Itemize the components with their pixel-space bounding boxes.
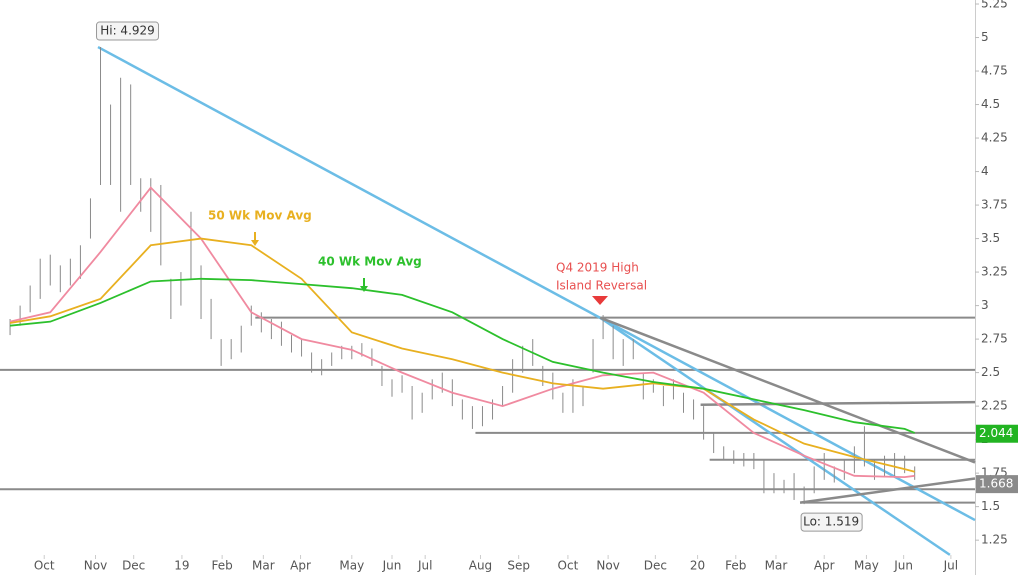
y-tick-label: 5.25 [981, 0, 1008, 11]
x-tick-label: Dec [122, 559, 145, 573]
hi-label-box [96, 21, 160, 41]
trend-line [97, 45, 976, 522]
trend-line [700, 400, 976, 407]
x-tick-label: Dec [644, 559, 667, 573]
trend-line [599, 316, 951, 556]
label-arrowhead [360, 286, 368, 292]
moving-average-line [9, 186, 915, 479]
price-tag: 1.668 [979, 477, 1013, 491]
x-tick-label: Sep [507, 559, 530, 573]
label-arrowhead [251, 240, 259, 246]
x-tick-label: Oct [34, 559, 55, 573]
y-tick-label: 1.5 [981, 499, 1000, 513]
x-tick-label: Feb [725, 559, 746, 573]
x-tick-label: Feb [212, 559, 233, 573]
x-tick-label: May [854, 559, 879, 573]
x-tick-label: Mar [252, 559, 275, 573]
annotation-marker [592, 296, 608, 305]
moving-average-line [9, 237, 915, 473]
y-tick-label: 2.5 [981, 365, 1000, 379]
x-tick-label: Nov [596, 559, 619, 573]
moving-average-line [9, 277, 916, 434]
x-tick-label: May [339, 559, 364, 573]
series-label: 50 Wk Mov Avg [208, 209, 312, 223]
lo-label: Lo: 1.519 [803, 515, 859, 529]
x-tick-label: Oct [558, 559, 579, 573]
x-tick-label: Nov [84, 559, 107, 573]
x-tick-label: 20 [690, 559, 705, 573]
annotation-text: Q4 2019 High [556, 261, 639, 275]
y-tick-label: 3.25 [981, 265, 1008, 279]
y-tick-label: 3.5 [981, 231, 1000, 245]
x-tick-label: Apr [290, 559, 311, 573]
y-tick-label: 4.75 [981, 64, 1008, 78]
y-tick-label: 4 [981, 164, 989, 178]
annotation-text: Island Reversal [556, 279, 647, 293]
price-tag-box [976, 475, 1018, 494]
x-tick-label: Jul [417, 559, 432, 573]
lo-label-box [800, 512, 863, 532]
x-tick-label: Mar [765, 559, 788, 573]
y-tick-label: 2.25 [981, 399, 1008, 413]
y-tick-label: 5 [981, 30, 989, 44]
y-tick-label: 4.5 [981, 97, 1000, 111]
x-tick-label: Aug [469, 559, 492, 573]
y-tick-label: 2.75 [981, 332, 1008, 346]
hi-label: Hi: 4.929 [100, 24, 155, 38]
x-tick-label: 19 [174, 559, 189, 573]
price-tag: 2.044 [979, 426, 1013, 440]
trend-line [799, 477, 976, 504]
x-tick-label: Jun [893, 559, 913, 573]
trend-line [599, 316, 976, 464]
y-tick-label: 4.25 [981, 131, 1008, 145]
x-tick-label: Apr [814, 559, 835, 573]
y-tick-label: 1.25 [981, 533, 1008, 547]
x-tick-label: Jun [382, 559, 402, 573]
y-tick-label: 3 [981, 298, 989, 312]
series-label: 40 Wk Mov Avg [318, 255, 422, 269]
y-tick-label: 3.75 [981, 198, 1008, 212]
x-tick-label: Jul [943, 559, 958, 573]
price-tag-box [976, 424, 1018, 443]
